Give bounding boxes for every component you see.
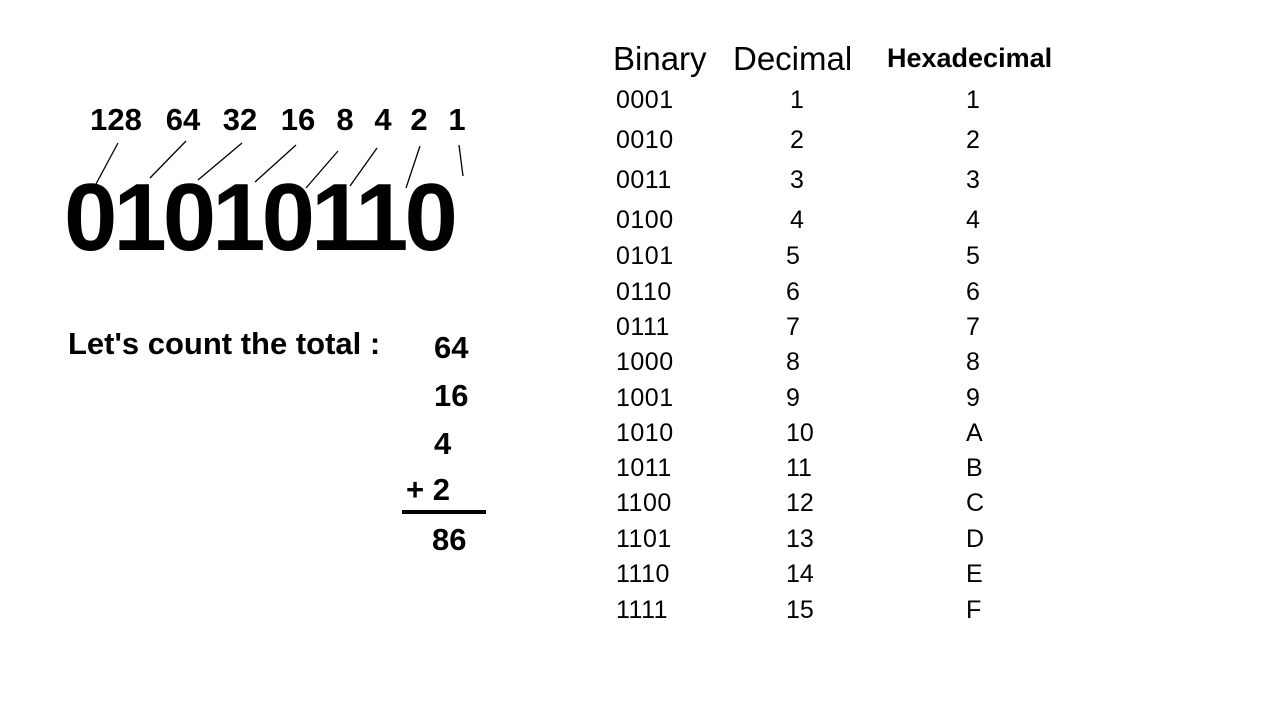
- hex-cell: 8: [966, 348, 980, 376]
- header-decimal: Decimal: [733, 40, 853, 77]
- binary-cell: 0111: [616, 313, 670, 341]
- place-value-1: 1: [448, 102, 466, 137]
- decimal-cell: 9: [786, 384, 800, 412]
- decimal-cell: 2: [790, 126, 804, 154]
- decimal-cell: 7: [786, 313, 800, 341]
- decimal-cell: 15: [786, 596, 814, 624]
- hex-cell: F: [966, 596, 982, 624]
- connector-16: [254, 144, 297, 183]
- decimal-cell: 14: [786, 560, 814, 588]
- connector-64: [149, 140, 187, 179]
- hex-cell: C: [966, 489, 985, 517]
- place-value-8: 8: [336, 102, 354, 137]
- place-value-4: 4: [374, 102, 392, 137]
- hex-cell: 9: [966, 384, 980, 412]
- binary-cell: 1101: [616, 525, 672, 553]
- decimal-cell: 8: [786, 348, 800, 376]
- place-value-2: 2: [410, 102, 428, 137]
- hex-cell: 3: [966, 166, 980, 194]
- binary-cell: 0011: [616, 166, 672, 194]
- place-value-64: 64: [165, 102, 201, 137]
- binary-cell: 0101: [616, 242, 674, 270]
- sum-total: 86: [432, 522, 467, 557]
- place-value-32: 32: [222, 102, 258, 137]
- conversion-table: Binary Decimal Hexadecimal 0001 1 1 0010 2 2 0…: [600, 36, 1160, 636]
- addend-4: 4: [434, 426, 452, 461]
- header-binary: Binary: [613, 40, 707, 77]
- binary-cell: 0100: [616, 206, 674, 234]
- binary-cell: 1111: [616, 596, 669, 624]
- hex-cell: B: [966, 454, 983, 482]
- decimal-cell: 10: [786, 419, 814, 447]
- count-label: Let's count the total :: [68, 326, 381, 361]
- binary-cell: 0110: [616, 278, 672, 306]
- decimal-cell: 5: [786, 242, 800, 270]
- binary-cell: 1010: [616, 419, 674, 447]
- binary-cell: 1011: [616, 454, 672, 482]
- header-hexadecimal: Hexadecimal: [887, 43, 1053, 73]
- binary-cell: 1100: [616, 489, 672, 517]
- addend-64: 64: [434, 330, 469, 365]
- connector-2: [405, 145, 421, 189]
- addend-16: 16: [434, 378, 469, 413]
- place-value-connectors: [95, 140, 464, 189]
- hex-cell: 6: [966, 278, 980, 306]
- binary-cell: 0010: [616, 126, 674, 154]
- addend-2: + 2: [406, 472, 450, 507]
- connector-4: [349, 147, 378, 187]
- decimal-cell: 1: [790, 86, 804, 114]
- binary-cell: 1000: [616, 348, 674, 376]
- place-value-16: 16: [280, 102, 316, 137]
- place-value-128: 128: [90, 102, 142, 137]
- hex-cell: 5: [966, 242, 980, 270]
- binary-cell: 1001: [616, 384, 674, 412]
- hex-cell: 1: [966, 86, 980, 114]
- place-value-row: 128 64 32 16 8 4 2 1: [0, 0, 600, 140]
- hex-cell: 4: [966, 206, 980, 234]
- decimal-cell: 13: [786, 525, 814, 553]
- binary-cell: 1110: [616, 560, 670, 588]
- hex-cell: A: [966, 419, 983, 447]
- decimal-cell: 6: [786, 278, 800, 306]
- hex-cell: E: [966, 560, 983, 588]
- decimal-cell: 11: [786, 454, 812, 482]
- decimal-cell: 3: [790, 166, 804, 194]
- decimal-cell: 12: [786, 489, 814, 517]
- connector-1: [458, 144, 464, 177]
- connector-8: [305, 150, 339, 189]
- connector-128: [95, 142, 119, 185]
- connector-32: [197, 142, 243, 181]
- hex-cell: 7: [966, 313, 980, 341]
- binary-number: 01010110: [64, 164, 458, 271]
- sum-rule: [402, 510, 486, 514]
- binary-cell: 0001: [616, 86, 674, 114]
- hex-cell: 2: [966, 126, 980, 154]
- hex-cell: D: [966, 525, 985, 553]
- decimal-cell: 4: [790, 206, 804, 234]
